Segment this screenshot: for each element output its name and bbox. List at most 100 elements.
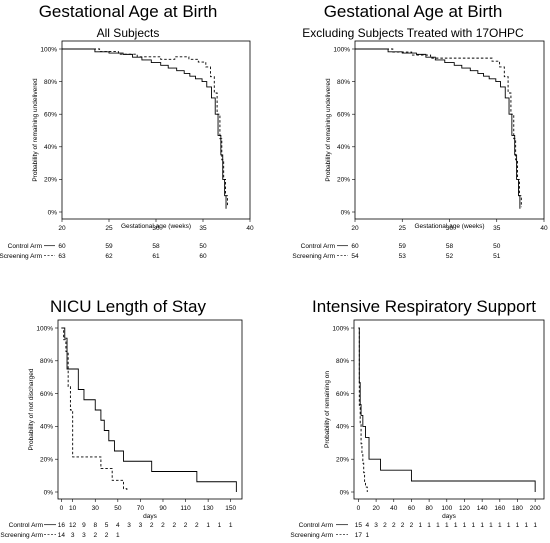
panel-title: Gestational Age at Birth	[39, 2, 218, 21]
x-tick-label: 80	[425, 505, 433, 512]
x-tick-label: 180	[512, 505, 523, 512]
x-tick-label: 0	[60, 505, 64, 512]
x-tick-label: 130	[203, 505, 214, 512]
risk-count: 16	[58, 522, 66, 529]
x-tick-label: 10	[69, 505, 77, 512]
risk-count: 1	[533, 522, 537, 529]
risk-row-label: Control Arm	[9, 522, 43, 529]
risk-count: 60	[351, 243, 359, 250]
y-tick-label: 100%	[40, 46, 57, 53]
risk-count: 2	[172, 522, 176, 529]
risk-count: 63	[58, 253, 66, 260]
risk-count: 3	[71, 532, 75, 539]
y-axis-label: Probability of remaining undelivered	[32, 78, 39, 182]
y-axis-label: Probability of remaining undelivered	[325, 78, 332, 182]
screening-arm-curve	[61, 327, 128, 492]
y-tick-label: 80%	[44, 79, 57, 86]
plot-frame	[61, 40, 251, 220]
y-tick-label: 40%	[44, 144, 57, 151]
risk-row-label: Screening Arm	[292, 253, 335, 260]
x-tick-label: 60	[408, 505, 416, 512]
plot-frame	[353, 319, 545, 500]
risk-count: 1	[229, 522, 233, 529]
y-tick-label: 0%	[44, 489, 54, 496]
risk-count: 2	[105, 532, 109, 539]
risk-count: 1	[471, 522, 475, 529]
y-tick-label: 60%	[40, 391, 53, 398]
x-axis-label: Gestational age (weeks)	[414, 223, 484, 230]
x-tick-label: 40	[390, 505, 398, 512]
control-arm-curve	[355, 48, 521, 209]
risk-count: 61	[152, 253, 160, 260]
y-tick-label: 100%	[36, 325, 53, 332]
risk-count: 15	[355, 522, 363, 529]
y-tick-label: 20%	[336, 457, 349, 464]
risk-count: 54	[351, 253, 359, 260]
screening-arm-curve	[355, 48, 522, 208]
risk-count: 3	[139, 522, 143, 529]
risk-row-label: Control Arm	[301, 243, 335, 250]
risk-count: 1	[498, 522, 502, 529]
risk-count: 2	[93, 532, 97, 539]
risk-count: 62	[105, 253, 113, 260]
risk-count: 9	[82, 522, 86, 529]
risk-count: 1	[365, 532, 369, 539]
risk-count: 53	[399, 253, 407, 260]
y-tick-label: 100%	[333, 46, 350, 53]
risk-count: 1	[445, 522, 449, 529]
x-tick-label: 120	[459, 505, 470, 512]
risk-count: 3	[127, 522, 131, 529]
risk-count: 4	[116, 522, 120, 529]
risk-row-label: Control Arm	[8, 243, 42, 250]
risk-count: 1	[206, 522, 210, 529]
x-tick-label: 30	[152, 225, 160, 232]
risk-count: 1	[454, 522, 458, 529]
risk-count: 2	[401, 522, 405, 529]
y-tick-label: 60%	[336, 391, 349, 398]
risk-count: 1	[525, 522, 529, 529]
risk-count: 2	[383, 522, 387, 529]
control-arm-curve	[358, 327, 536, 492]
risk-count: 60	[58, 243, 66, 250]
risk-count: 51	[493, 253, 501, 260]
risk-count: 1	[116, 532, 120, 539]
x-tick-label: 200	[530, 505, 541, 512]
risk-count: 1	[516, 522, 520, 529]
risk-count: 1	[218, 522, 222, 529]
y-tick-label: 40%	[40, 424, 53, 431]
y-tick-label: 20%	[337, 177, 350, 184]
risk-row-label: Screening Arm	[0, 253, 42, 260]
panel-title: NICU Length of Stay	[50, 297, 206, 316]
y-tick-label: 40%	[336, 424, 349, 431]
x-tick-label: 160	[494, 505, 505, 512]
risk-count: 14	[58, 532, 66, 539]
x-tick-label: 40	[246, 225, 254, 232]
panel-title: Intensive Respiratory Support	[312, 297, 536, 316]
risk-count: 58	[152, 243, 160, 250]
plot-frame	[57, 319, 243, 500]
risk-count: 3	[82, 532, 86, 539]
risk-count: 4	[365, 522, 369, 529]
y-tick-label: 20%	[40, 457, 53, 464]
risk-count: 1	[480, 522, 484, 529]
risk-count: 60	[199, 253, 207, 260]
y-tick-label: 100%	[332, 325, 349, 332]
x-tick-label: 20	[372, 505, 380, 512]
risk-count: 17	[355, 532, 363, 539]
risk-count: 8	[93, 522, 97, 529]
y-tick-label: 60%	[44, 112, 57, 119]
km-panel-2: Gestational Age at Birth Excluding Subjec…	[292, 2, 548, 260]
x-tick-label: 150	[225, 505, 236, 512]
km-panel-1: Gestational Age at Birth All Subjects 0% 20…	[0, 2, 254, 260]
risk-count: 2	[410, 522, 414, 529]
y-tick-label: 80%	[336, 358, 349, 365]
x-tick-label: 0	[357, 505, 361, 512]
panel-subtitle: Excluding Subjects Treated with 17OHPC	[302, 26, 524, 40]
risk-count: 59	[105, 243, 113, 250]
risk-count: 2	[161, 522, 165, 529]
y-tick-label: 0%	[48, 209, 58, 216]
risk-count: 1	[489, 522, 493, 529]
x-tick-label: 20	[351, 225, 359, 232]
y-tick-label: 0%	[340, 489, 350, 496]
